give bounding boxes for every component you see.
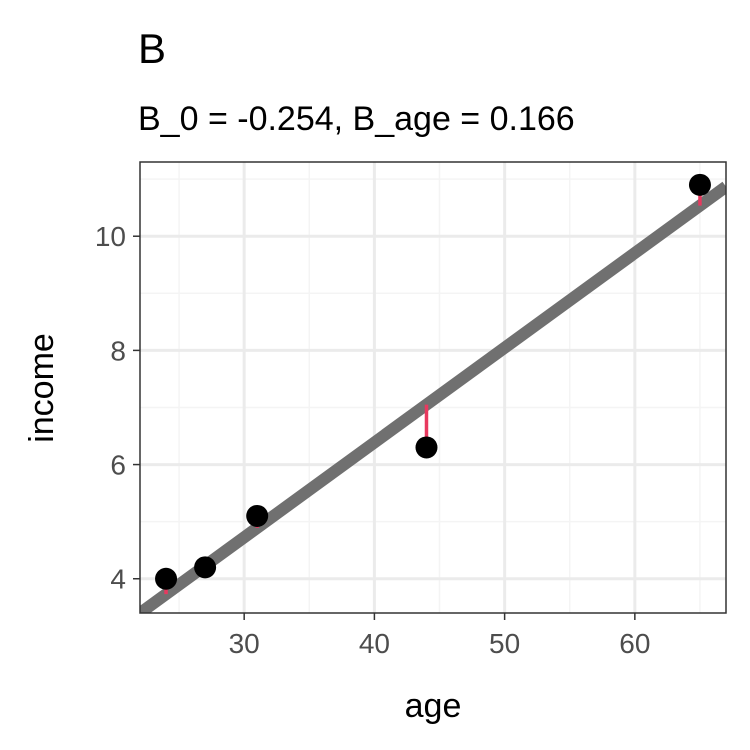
point-layer [155, 173, 711, 590]
fit-line [140, 181, 726, 613]
data-point [688, 173, 711, 196]
chart-title: B [138, 25, 166, 72]
x-axis-title: age [405, 687, 462, 725]
data-point [415, 436, 438, 459]
panel-border [139, 161, 727, 614]
y-tick-label: 4 [110, 564, 126, 595]
y-tick-label: 6 [110, 450, 126, 481]
y-axis: 4 6 8 10 [95, 221, 140, 595]
fit-line-layer [140, 181, 726, 613]
y-tick-label: 10 [95, 221, 126, 252]
x-tick-label: 30 [229, 628, 260, 659]
y-tick-label: 8 [110, 335, 126, 366]
x-tick-label: 60 [619, 628, 650, 659]
x-tick-label: 50 [489, 628, 520, 659]
data-point [194, 556, 217, 579]
x-axis: 30 40 50 60 [229, 613, 650, 659]
y-axis-title: income [23, 333, 61, 443]
x-tick-label: 40 [359, 628, 390, 659]
chart-subtitle: B_0 = -0.254, B_age = 0.166 [138, 100, 575, 138]
data-point [155, 567, 178, 590]
data-point [246, 504, 269, 527]
